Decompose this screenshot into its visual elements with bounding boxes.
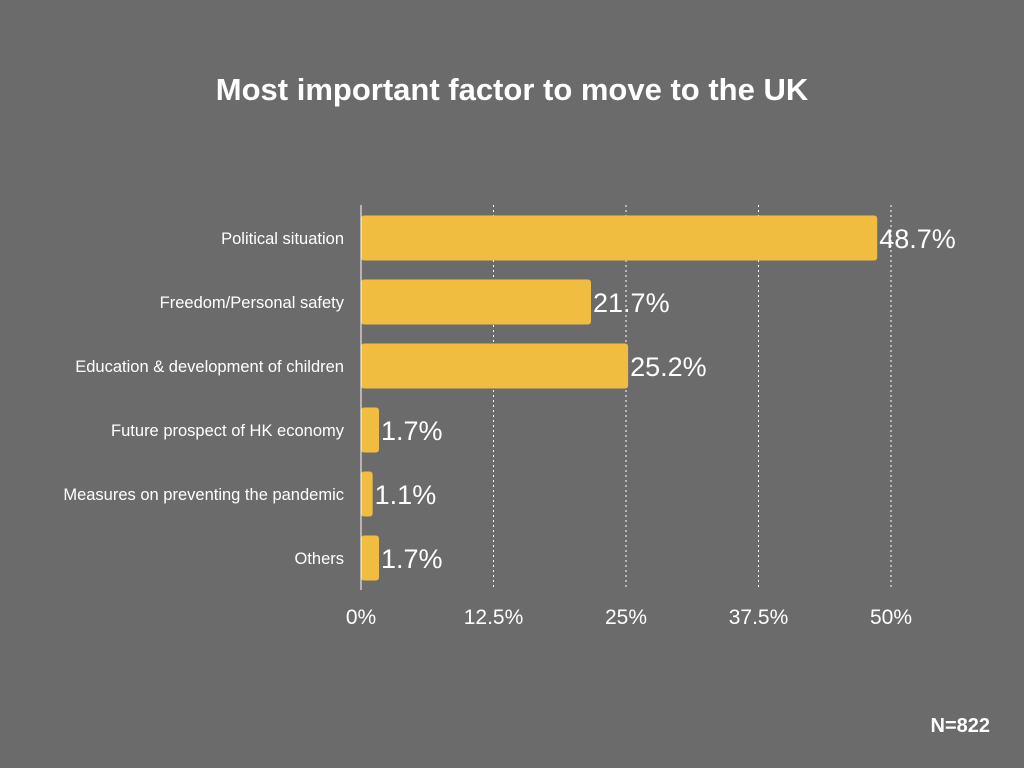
data-label: 1.7% bbox=[381, 544, 443, 574]
bars bbox=[361, 215, 878, 581]
category-label: Future prospect of HK economy bbox=[111, 422, 345, 440]
sample-size-note: N=822 bbox=[930, 715, 991, 737]
data-label: 1.7% bbox=[381, 416, 443, 446]
data-label: 25.2% bbox=[630, 352, 707, 382]
bar bbox=[361, 407, 380, 453]
category-label: Measures on preventing the pandemic bbox=[63, 486, 344, 504]
bar bbox=[361, 471, 373, 517]
bar bbox=[361, 279, 592, 325]
bar bbox=[361, 343, 629, 389]
data-label: 1.1% bbox=[375, 480, 437, 510]
x-tick-label: 0% bbox=[346, 606, 376, 629]
labels: 0% 12.5% 25% 37.5% 50% Political situation 48.… bbox=[63, 224, 955, 629]
category-label: Others bbox=[294, 550, 344, 568]
x-tick-label: 12.5% bbox=[464, 606, 524, 629]
data-label: 21.7% bbox=[593, 288, 670, 318]
gridlines bbox=[493, 205, 892, 590]
x-tick-label: 50% bbox=[870, 606, 912, 629]
category-label: Education & development of children bbox=[75, 358, 344, 376]
data-label: 48.7% bbox=[879, 224, 956, 254]
category-label: Political situation bbox=[221, 230, 344, 248]
x-tick-label: 25% bbox=[605, 606, 647, 629]
bar bbox=[361, 535, 380, 581]
bar bbox=[361, 215, 878, 261]
category-label: Freedom/Personal safety bbox=[160, 294, 345, 312]
chart-title: Most important factor to move to the UK bbox=[215, 72, 809, 107]
x-tick-label: 37.5% bbox=[729, 606, 789, 629]
